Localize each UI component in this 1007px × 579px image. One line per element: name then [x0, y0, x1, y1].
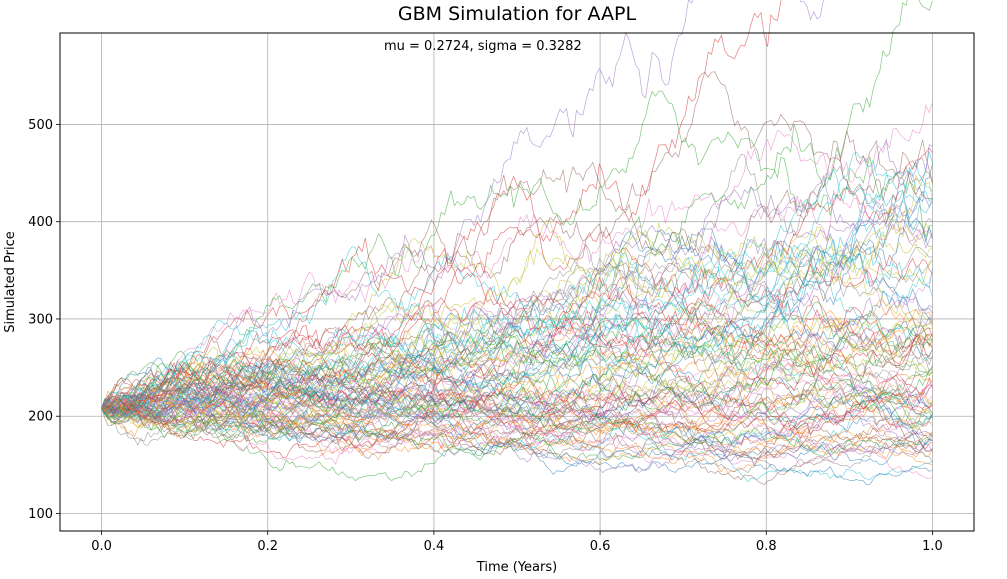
simulation-path: [101, 151, 933, 409]
y-axis-label: Simulated Price: [3, 231, 18, 333]
simulation-paths: [101, 0, 933, 486]
simulation-path: [101, 252, 933, 415]
simulation-path: [101, 327, 933, 420]
simulation-path: [101, 271, 933, 422]
simulation-path: [101, 406, 933, 474]
x-tick-label: 0.0: [91, 539, 112, 554]
simulation-path: [101, 401, 933, 480]
parameter-annotation: mu = 0.2724, sigma = 0.3282: [384, 39, 582, 54]
x-axis-label: Time (Years): [476, 560, 557, 575]
simulation-path: [101, 384, 933, 458]
y-axis-ticks: 100 200 300 400 500: [28, 118, 60, 522]
simulation-path: [101, 369, 933, 474]
simulation-path: [101, 297, 933, 423]
chart-title: GBM Simulation for AAPL: [398, 3, 637, 25]
simulation-path: [101, 362, 933, 465]
simulation-path: [101, 151, 933, 412]
simulation-path: [101, 394, 933, 465]
x-tick-label: 0.8: [756, 539, 777, 554]
simulation-path: [101, 322, 933, 426]
simulation-path: [101, 369, 933, 466]
simulation-path: [101, 71, 933, 409]
x-tick-label: 0.2: [257, 539, 278, 554]
simulation-path: [101, 329, 933, 416]
y-tick-label: 300: [28, 312, 53, 327]
simulation-path: [101, 174, 933, 419]
simulation-path: [101, 174, 933, 409]
x-tick-label: 1.0: [922, 539, 943, 554]
simulation-path: [101, 325, 933, 439]
simulation-path: [101, 0, 841, 416]
x-axis-ticks: 0.0 0.2 0.4 0.6 0.8 1.0: [91, 531, 943, 554]
simulation-path: [101, 102, 933, 412]
simulation-path: [101, 397, 933, 461]
simulation-path: [101, 189, 933, 413]
simulation-path: [101, 352, 933, 446]
simulation-path: [101, 367, 933, 482]
simulation-path: [101, 198, 933, 414]
y-tick-label: 100: [28, 507, 53, 522]
x-tick-label: 0.6: [590, 539, 611, 554]
simulation-path: [101, 0, 933, 410]
simulation-path: [101, 138, 933, 422]
simulation-path: [101, 306, 933, 444]
y-tick-label: 200: [28, 410, 53, 425]
plot-frame: [59, 32, 975, 532]
simulation-path: [101, 405, 933, 461]
simulation-path: [101, 246, 933, 422]
simulation-path: [101, 147, 933, 428]
simulation-path: [101, 342, 933, 430]
simulation-path: [101, 346, 933, 440]
simulation-path: [101, 356, 933, 449]
simulation-path: [101, 254, 933, 429]
simulation-path: [101, 0, 824, 420]
simulation-path: [101, 168, 933, 411]
simulation-path: [101, 175, 933, 409]
x-tick-label: 0.4: [424, 539, 445, 554]
simulation-path: [101, 313, 933, 428]
simulation-path: [101, 363, 933, 450]
simulation-path: [101, 245, 933, 425]
y-tick-label: 500: [28, 118, 53, 133]
simulation-path: [101, 380, 933, 439]
simulation-path: [101, 130, 933, 415]
y-tick-label: 400: [28, 215, 53, 230]
simulation-path: [101, 286, 933, 426]
simulation-path: [101, 360, 933, 457]
